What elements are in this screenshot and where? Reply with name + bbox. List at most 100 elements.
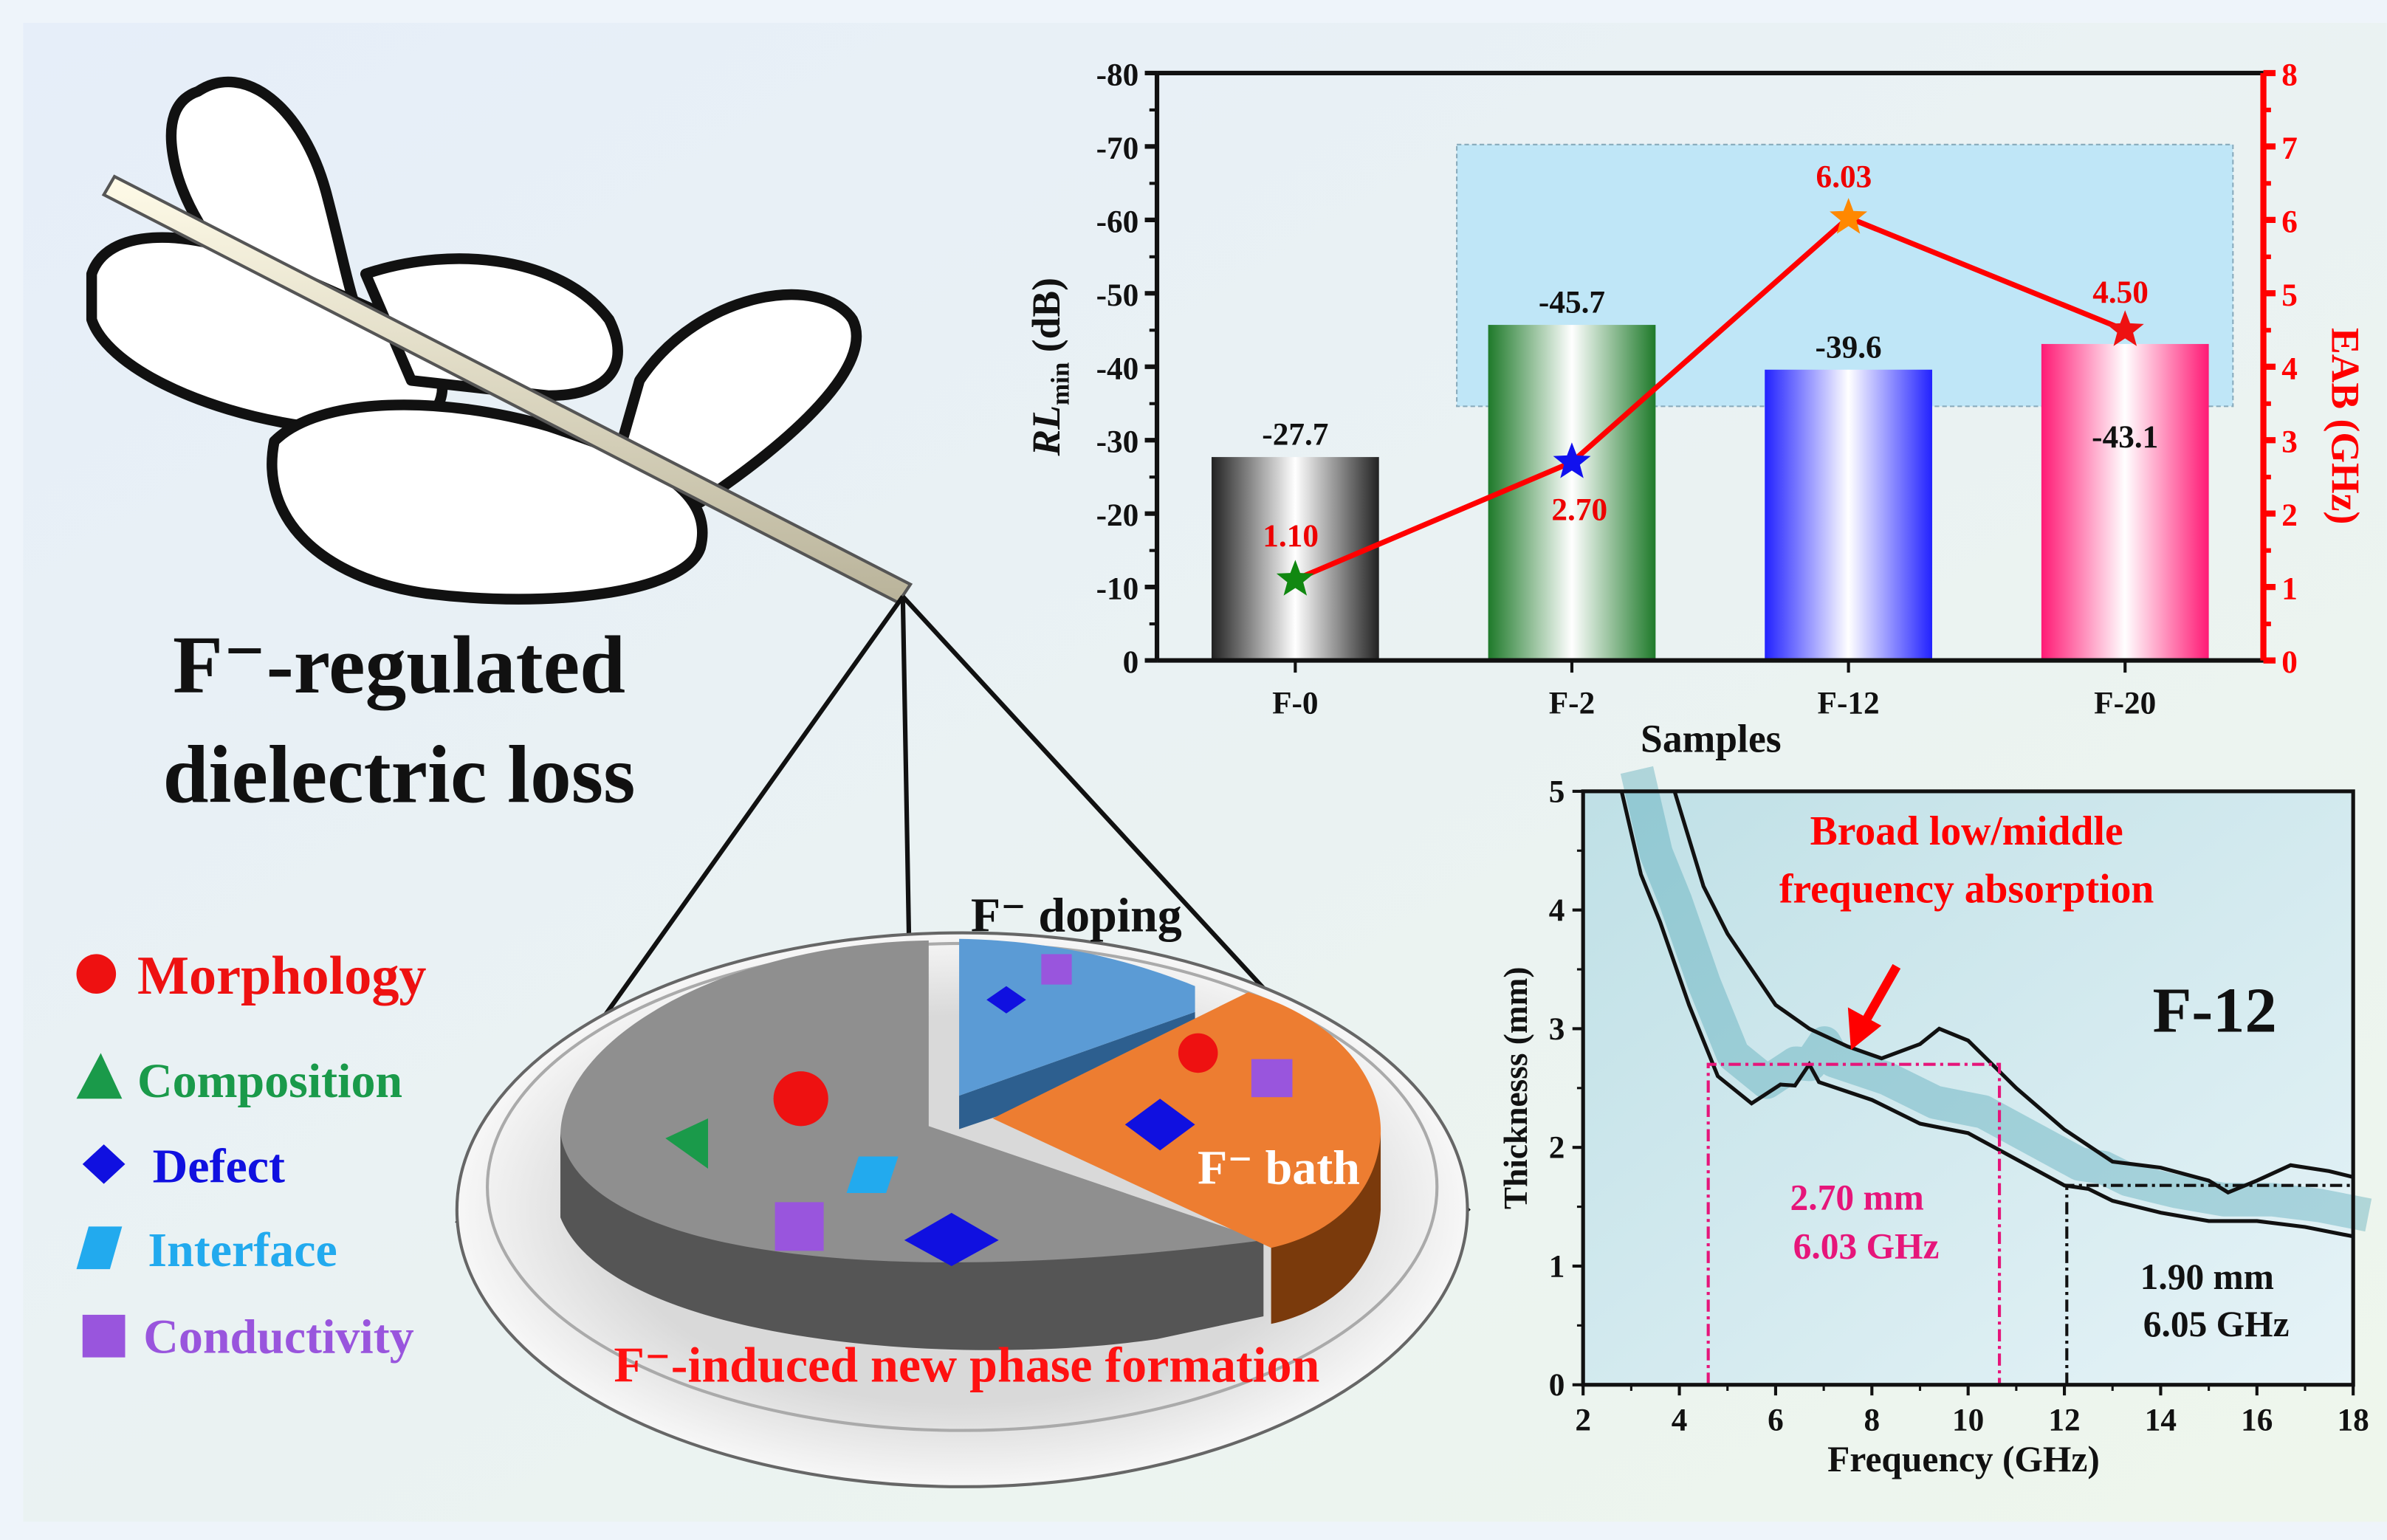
pie-slice-main [560,940,1264,1262]
y-right-tick-label: 4 [2281,351,2298,386]
morphology-circle-icon [1178,1033,1218,1073]
eab-star-marker-F-12 [1830,198,1868,234]
annotation-eab-f12: 6.03 GHz [1793,1226,1940,1267]
y-right-tick-label: 8 [2281,57,2298,92]
morphology-circle-icon [773,1071,828,1127]
eab-line [1294,214,2126,582]
composition-triangle-icon [76,1053,123,1099]
annotation-thickness-f12: 2.70 mm [1790,1178,1924,1218]
legend-morphology: Morphology [137,946,427,1006]
y-tick-label: 0 [1123,644,1139,680]
y-axis-title-unit: (dB) [1024,278,1068,362]
eab-value-label: 4.50 [2092,275,2149,310]
legend-conductivity: Conductivity [143,1310,413,1364]
annotation-eab-2: 6.05 GHz [2143,1304,2290,1344]
defect-diamond-icon [904,1212,999,1266]
absorption-ridge [1620,766,2372,1232]
bar-F-20 [2041,343,2209,661]
eab-star-marker-F-20 [2106,310,2144,346]
pie-slice-doping [959,938,1195,1096]
eab-band-1 [1706,1062,2002,1385]
defect-diamond-icon [82,1144,126,1184]
eab-value-label: 6.03 [1816,159,1872,195]
arrow-icon [1847,963,1901,1051]
phase-label: F⁻-induced new phase formation [614,1337,1319,1393]
x-tick-label: 14 [2145,1403,2177,1438]
y-tick-label: 4 [1549,893,1565,928]
headline-line1: F⁻-regulated [173,620,625,711]
eab-star-marker-F-0 [1276,560,1314,596]
pie-chart-3d: F⁻ doping F⁻ bath F⁻-induced new phase f… [560,888,1381,1393]
x-tick-label: 16 [2241,1403,2273,1438]
x-tick-label: 4 [1672,1403,1688,1438]
defect-diamond-icon [986,986,1026,1014]
y-axis-title-main: RL [1024,405,1068,456]
y-right-tick-label: 3 [2281,424,2298,460]
x-axis-title: Samples [1641,716,1782,760]
bar-F-12 [1765,369,1932,661]
bath-label: F⁻ bath [1198,1141,1360,1195]
x-tick-label: F-20 [2094,686,2156,721]
x-tick-label: 12 [2048,1403,2080,1438]
conductivity-square-icon [1251,1059,1293,1098]
legend-defect: Defect [153,1140,285,1194]
interface-parallelogram-icon [846,1156,899,1194]
heatmap-area [1583,791,2354,1385]
contour-line-1 [1619,791,2354,1239]
y-tick-label: -80 [1096,57,1139,92]
y-tick-label: -40 [1096,351,1139,386]
y-axis-title: Thicknesss (mm) [1497,966,1534,1209]
y-right-tick-label: 1 [2281,571,2298,607]
composition-triangle-icon [665,1118,708,1169]
conductivity-square-icon [82,1314,126,1358]
y-axis-left-title: RLmin (dB) [1024,278,1074,457]
x-tick-label: 8 [1864,1403,1880,1438]
y-tick-label: -20 [1096,498,1139,533]
doping-label: F⁻ doping [971,888,1182,942]
morphology-circle-icon [76,954,117,994]
x-tick-label: F-0 [1272,686,1318,721]
mechanism-legend: Morphology Composition Defect Interface … [76,946,427,1364]
x-axis-title: Frequency (GHz) [1827,1439,2100,1479]
y-tick-label: 5 [1549,774,1565,809]
conductivity-square-icon [1041,954,1072,985]
bar-value-label: -45.7 [1539,285,1605,320]
defect-diamond-icon [1124,1099,1195,1151]
y-axis-right-title: EAB (GHz) [2323,328,2367,524]
y-right-tick-label: 5 [2281,278,2298,313]
eab-value-label: 1.10 [1263,518,1319,554]
bar-F-2 [1488,325,1656,661]
y-right-tick-label: 0 [2281,644,2298,680]
annotation-broad-line2: frequency absorption [1779,866,2154,912]
annotation-thickness-2: 1.90 mm [2140,1257,2274,1297]
interface-parallelogram-icon [76,1226,123,1270]
pie-slice-doping-side [959,1011,1195,1130]
conductivity-square-icon [775,1202,824,1251]
y-axis-title-sub: min [1045,362,1074,405]
y-tick-label: -30 [1096,424,1139,460]
bar-value-label: -43.1 [2092,419,2158,455]
headline-line2: dielectric loss [163,729,636,820]
y-tick-label: 2 [1549,1130,1565,1166]
legend-composition: Composition [137,1054,402,1108]
map-title: F-12 [2152,975,2276,1046]
x-tick-label: 10 [1952,1403,1984,1438]
x-tick-label: F-2 [1549,686,1595,721]
bar-value-label: -39.6 [1816,329,1882,365]
y-tick-label: -10 [1096,571,1139,607]
y-right-tick-label: 6 [2281,204,2298,239]
legend-interface: Interface [148,1223,337,1277]
x-tick-label: F-12 [1818,686,1880,721]
y-right-tick-label: 7 [2281,131,2298,166]
y-tick-label: -60 [1096,204,1139,239]
bar-chart-rlmin-eab: -27.7 -45.7 -39.6 -43.1 1.10 2.70 6.03 4.50 0 -1… [1024,57,2367,760]
x-tick-label: 18 [2338,1403,2369,1438]
bar-value-label: -27.7 [1262,417,1328,453]
eab-band-2 [2065,1183,2354,1385]
y-tick-label: 3 [1549,1011,1565,1047]
eab-value-label: 2.70 [1551,492,1607,527]
contour-line-2 [1672,791,2354,1195]
hand-illustration [86,76,862,605]
